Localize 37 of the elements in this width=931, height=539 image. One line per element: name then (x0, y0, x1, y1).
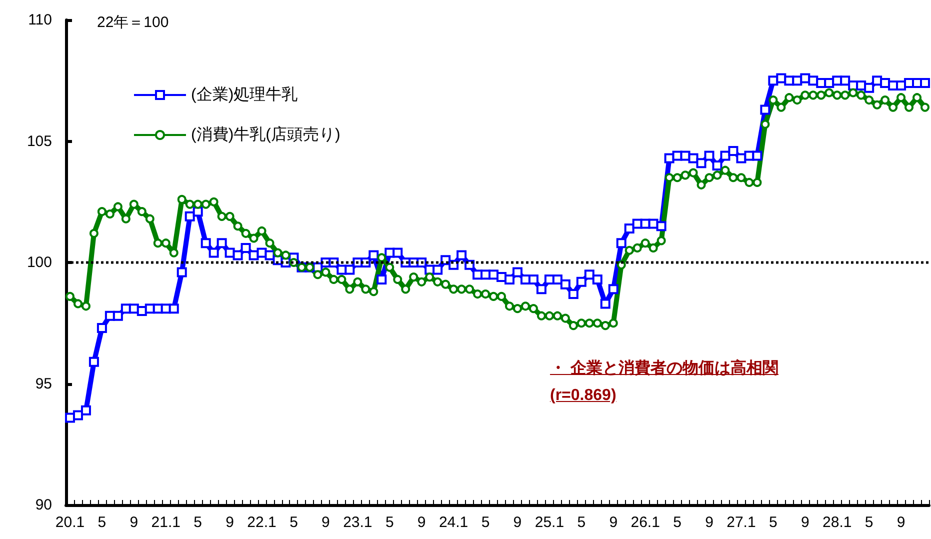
x-tick-label: 20.1 (55, 514, 85, 531)
x-tick-label: 24.1 (438, 514, 468, 531)
x-tick-label: 5 (673, 514, 682, 531)
legend-label: (消費)牛乳(店頭売り) (191, 126, 340, 144)
y-tick-label: 100 (26, 254, 52, 271)
x-tick-label: 9 (609, 514, 618, 531)
y-tick-label: 90 (35, 496, 52, 514)
x-tick-label: 5 (290, 514, 298, 531)
x-tick-label: 9 (226, 514, 234, 531)
x-tick-label: 21.1 (151, 514, 180, 531)
x-tick-label: 5 (577, 514, 586, 531)
annotation: (r=0.869) (550, 387, 616, 405)
x-tick-label: 9 (417, 514, 426, 531)
x-tick-label: 22.1 (247, 514, 276, 531)
x-tick-label: 5 (769, 514, 778, 531)
x-tick-label: 9 (130, 514, 138, 531)
annotation: 22年＝100 (97, 13, 169, 32)
y-tick-label: 105 (26, 132, 52, 150)
x-tick-label: 5 (481, 514, 490, 531)
x-tick-label: 5 (98, 514, 106, 531)
legend-label: (企業)処理牛乳 (191, 86, 298, 104)
x-tick-label: 9 (896, 514, 906, 531)
x-tick-label: 9 (800, 514, 810, 531)
x-tick-label: 25.1 (534, 514, 564, 531)
x-tick-label: 28.1 (822, 514, 852, 531)
x-tick-label: 5 (194, 514, 202, 531)
annotation: ・ 企業と消費者の物価は高相関 (550, 358, 778, 379)
x-tick-label: 9 (322, 514, 330, 531)
x-tick-label: 9 (705, 514, 714, 531)
x-tick-label: 23.1 (343, 514, 372, 531)
y-tick-label: 110 (28, 12, 52, 28)
x-tick-label: 5 (385, 514, 394, 531)
x-tick-label: 27.1 (726, 514, 756, 531)
x-tick-label: 26.1 (630, 514, 660, 531)
x-tick-label: 5 (864, 514, 874, 531)
y-tick-label: 95 (35, 375, 52, 392)
x-tick-label: 9 (513, 514, 522, 531)
